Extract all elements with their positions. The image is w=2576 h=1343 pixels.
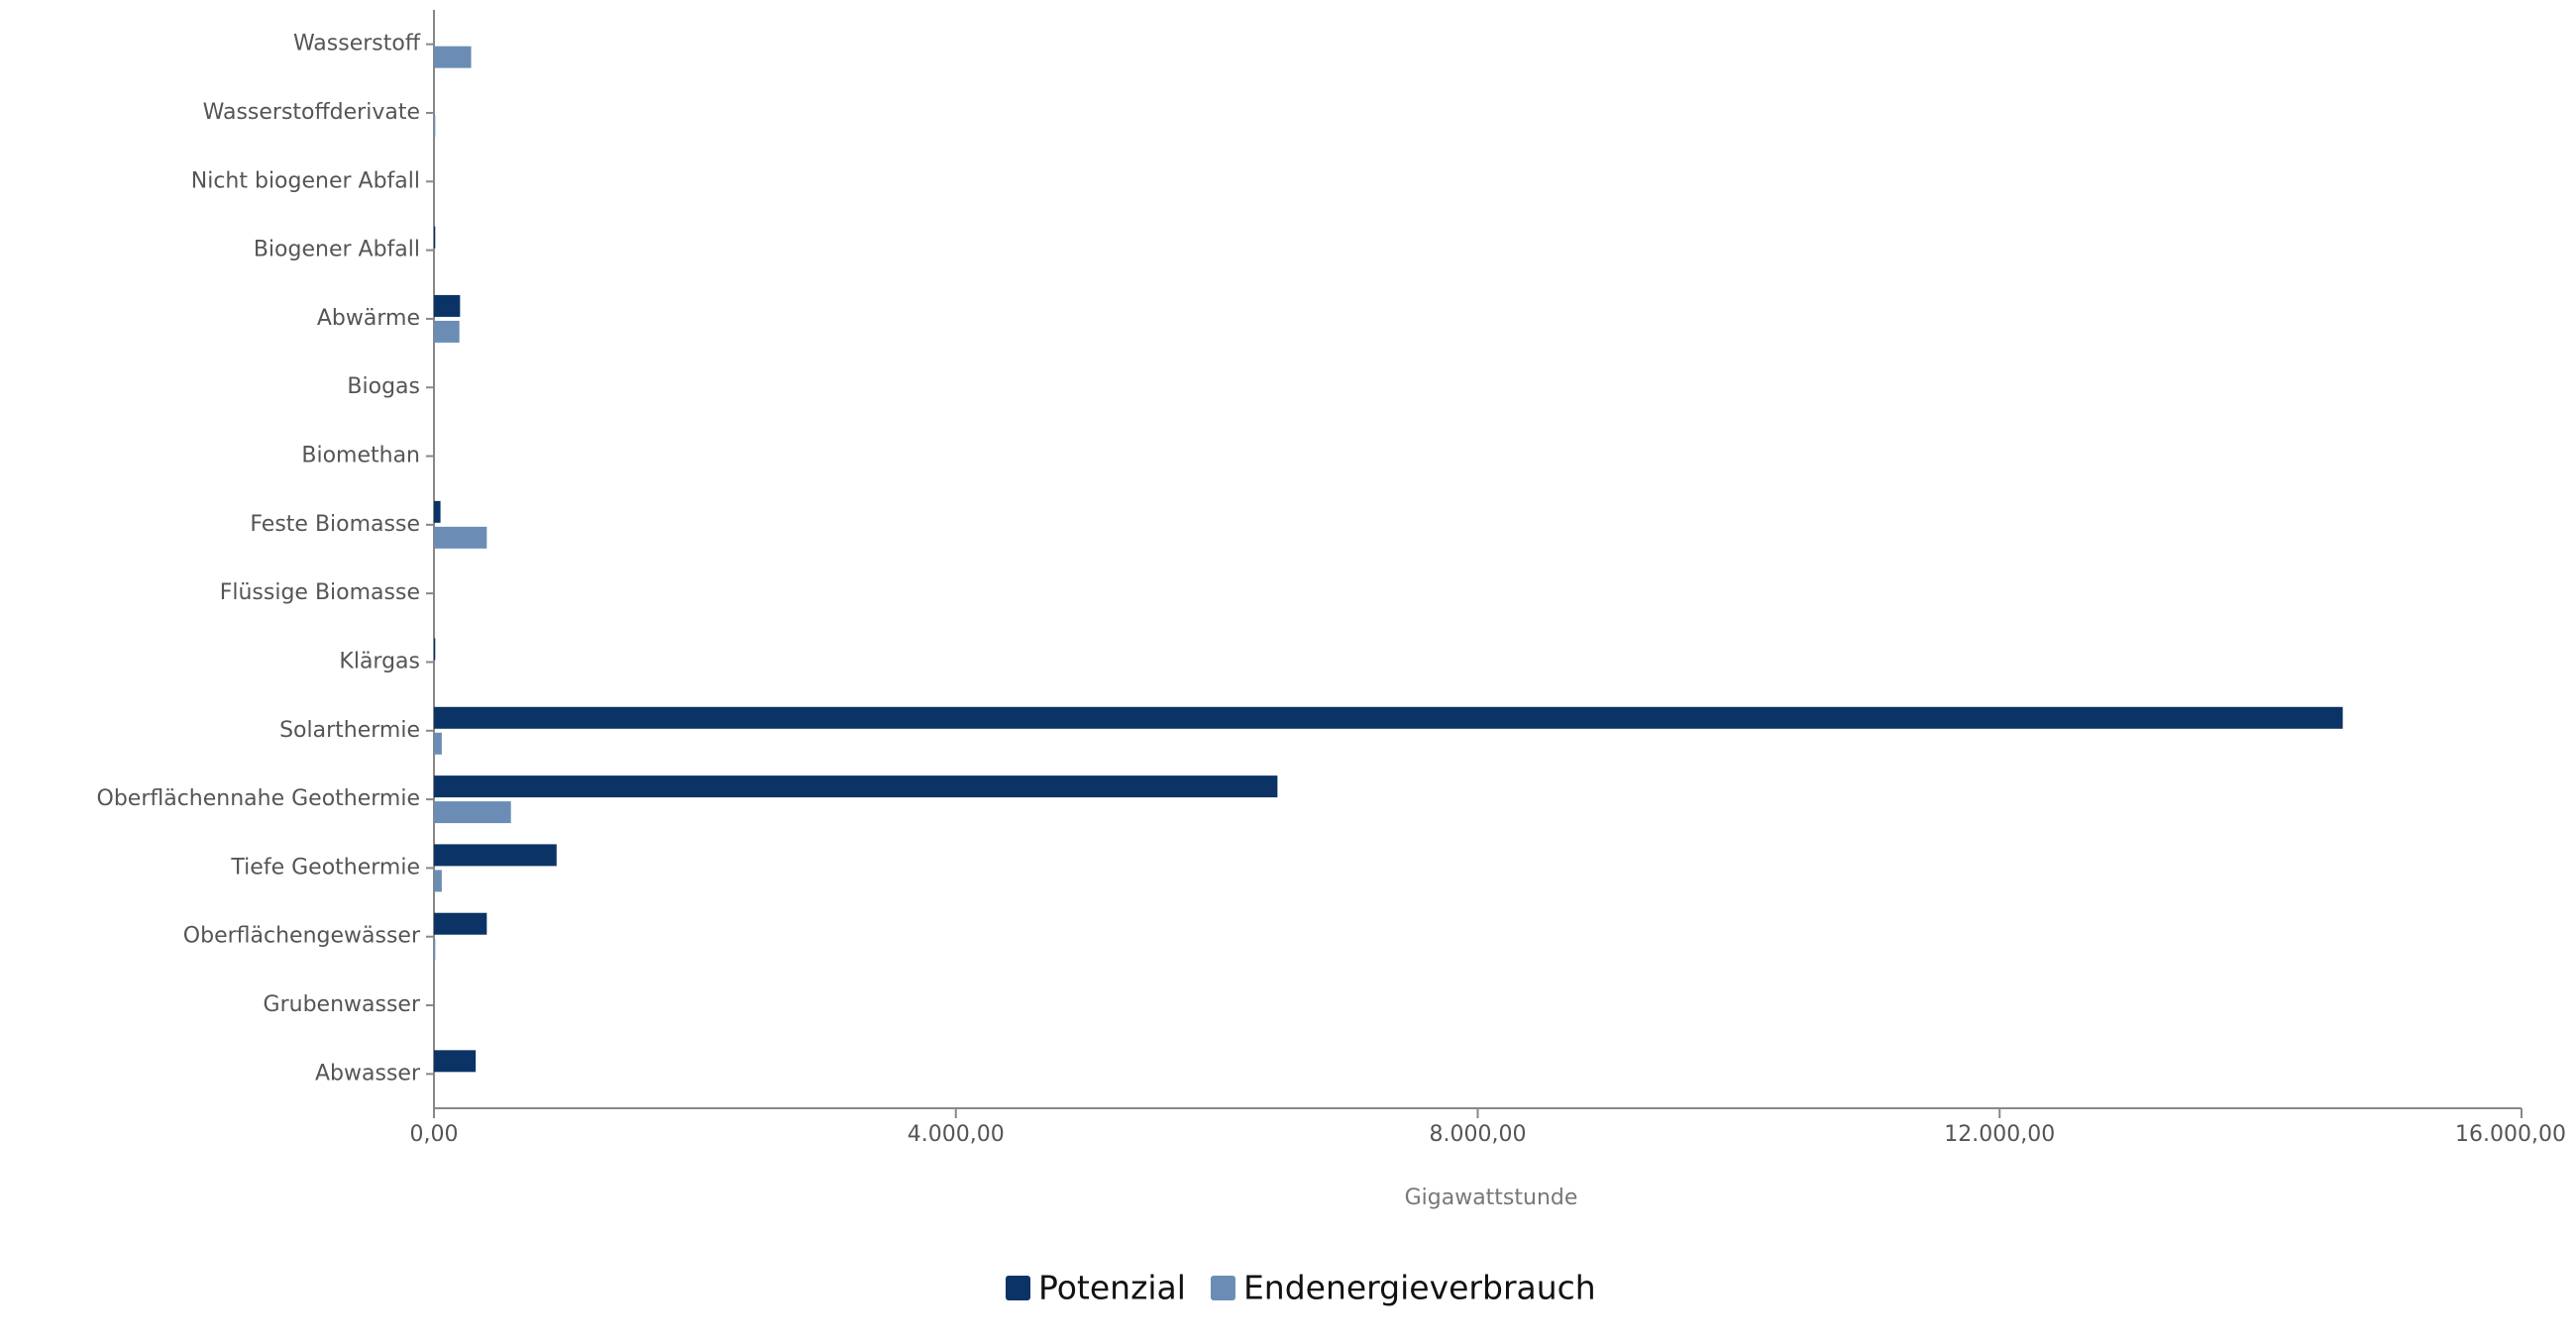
legend: Potenzial Endenergieverbrauch (1006, 1269, 1596, 1307)
legend-swatch (1006, 1276, 1030, 1300)
bar (434, 870, 442, 892)
bar (434, 46, 472, 68)
bar (434, 320, 460, 343)
bar (434, 1050, 477, 1073)
x-tick-label: 4.000,00 (908, 1122, 1005, 1147)
x-tick-label: 8.000,00 (1430, 1122, 1527, 1147)
legend-label: Potenzial (1038, 1269, 1186, 1307)
bar (434, 114, 436, 137)
y-tick-label: Flüssige Biomasse (220, 580, 420, 605)
y-tick-label: Feste Biomasse (250, 512, 420, 537)
legend-swatch (1210, 1276, 1235, 1300)
y-tick-label: Wasserstoffderivate (203, 100, 420, 125)
y-tick-label: Wasserstoff (293, 32, 421, 56)
legend-label: Endenergieverbrauch (1243, 1269, 1596, 1307)
y-tick-label: Biomethan (301, 444, 420, 468)
y-tick-label: Abwärme (317, 306, 420, 331)
y-tick-label: Solarthermie (279, 718, 420, 743)
bar (434, 500, 441, 523)
bar (434, 801, 511, 824)
bar (434, 706, 2343, 729)
bar (434, 938, 436, 961)
bar (434, 775, 1278, 798)
bar (434, 526, 487, 549)
bar (434, 638, 436, 661)
y-tick-label: Biogas (347, 374, 420, 399)
bar (434, 226, 436, 249)
x-tick-label: 16.000,00 (2455, 1122, 2566, 1147)
x-tick-label: 12.000,00 (1944, 1122, 2055, 1147)
y-tick-label: Abwasser (315, 1061, 421, 1085)
bar (434, 844, 557, 867)
y-tick-label: Grubenwasser (264, 992, 421, 1017)
x-axis-title: Gigawattstunde (1405, 1186, 1578, 1210)
y-tick-label: Biogener Abfall (254, 238, 420, 262)
y-tick-label: Oberflächennahe Geothermie (97, 786, 421, 811)
y-tick-label: Nicht biogener Abfall (191, 168, 420, 193)
y-tick-label: Oberflächengewässer (183, 924, 421, 949)
bar (434, 912, 487, 935)
bar (434, 732, 442, 755)
bar (434, 294, 461, 317)
y-tick-label: Klärgas (339, 649, 420, 673)
x-tick-label: 0,00 (410, 1122, 459, 1147)
y-tick-label: Tiefe Geothermie (230, 855, 420, 879)
